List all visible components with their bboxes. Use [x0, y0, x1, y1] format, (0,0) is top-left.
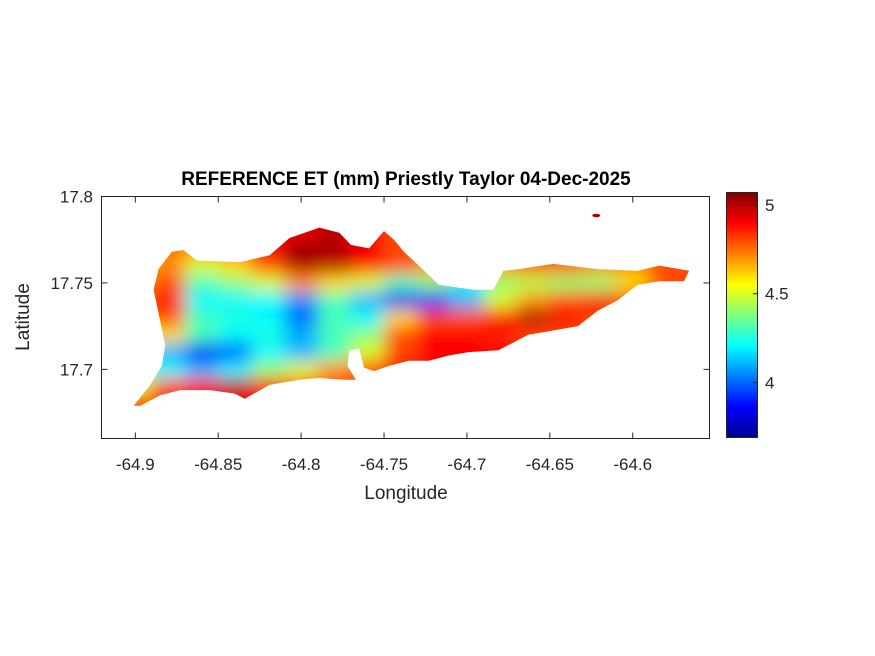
- et-cell: [350, 274, 385, 293]
- et-cell: [317, 257, 352, 275]
- et-cell: [350, 291, 385, 310]
- et-cell: [549, 308, 584, 327]
- x-tick-label: -64.85: [194, 455, 242, 474]
- et-cell: [450, 291, 485, 310]
- et-cell: [218, 378, 252, 396]
- et-cell: [185, 257, 219, 275]
- et-cell: [417, 326, 451, 344]
- x-axis-label: Longitude: [364, 483, 447, 504]
- y-ticks: 17.7 17.75 17.8: [50, 188, 710, 379]
- et-cell: [384, 326, 418, 344]
- et-cell: [284, 343, 319, 362]
- et-cell: [549, 291, 584, 310]
- x-tick-label: -64.6: [613, 455, 652, 474]
- et-cell: [317, 274, 352, 293]
- x-tick-label: -64.8: [282, 455, 321, 474]
- x-tick-label: -64.65: [526, 455, 574, 474]
- et-cell: [284, 257, 319, 275]
- et-cell: [251, 257, 286, 275]
- et-cell: [133, 395, 153, 406]
- et-cell: [417, 308, 451, 327]
- axes-box: [101, 196, 710, 439]
- et-cell: [218, 274, 252, 293]
- et-cell: [516, 274, 551, 293]
- colorbar-gradient: [726, 192, 758, 438]
- x-tick-label: -64.75: [360, 455, 408, 474]
- et-cell: [483, 308, 518, 327]
- et-cell: [151, 291, 186, 310]
- et-cell: [483, 291, 518, 310]
- et-cell: [185, 291, 219, 310]
- et-cell: [317, 326, 352, 344]
- et-cell: [284, 360, 319, 379]
- et-cell: [218, 291, 252, 310]
- et-cell: [450, 308, 485, 327]
- et-cell: [251, 360, 286, 379]
- et-cell: [185, 326, 219, 344]
- et-cell: [317, 343, 352, 362]
- y-tick-label: 17.8: [60, 188, 93, 207]
- et-cell: [516, 308, 551, 327]
- et-cell: [284, 291, 319, 310]
- x-ticks: -64.9 -64.85 -64.8 -64.75 -64.7 -64.65 -64.6: [116, 196, 652, 474]
- et-cell: [317, 239, 352, 258]
- et-cell: [251, 326, 286, 344]
- et-cell: [483, 326, 518, 344]
- y-axis-label: Latitude: [13, 283, 34, 351]
- et-cell: [218, 343, 252, 362]
- et-cell: [417, 291, 451, 310]
- x-tick-label: -64.9: [116, 455, 155, 474]
- et-cell: [185, 274, 219, 293]
- et-cell: [516, 291, 551, 310]
- et-cell: [317, 360, 352, 379]
- et-cell: [185, 360, 219, 379]
- et-cell: [384, 343, 418, 362]
- et-cell: [317, 291, 352, 310]
- colorbar: 44.55: [726, 192, 789, 438]
- colorbar-tick-label: 5: [765, 196, 774, 215]
- et-cell: [251, 274, 286, 293]
- et-cell: [350, 257, 385, 275]
- et-cell: [284, 239, 319, 258]
- et-cell: [350, 308, 385, 327]
- y-tick-label: 17.7: [60, 360, 93, 379]
- et-cell: [582, 291, 617, 310]
- islet-group: [592, 213, 601, 218]
- islet-mark: [592, 213, 601, 218]
- chart-title: REFERENCE ET (mm) Priestly Taylor 04-Dec…: [181, 169, 631, 190]
- plot-area: -64.9 -64.85 -64.8 -64.75 -64.7 -64.65 -64.6 1…: [50, 188, 710, 474]
- colorbar-tick-label: 4.5: [765, 285, 789, 304]
- et-cell: [417, 343, 451, 362]
- et-cell: [284, 326, 319, 344]
- x-tick-label: -64.7: [448, 455, 487, 474]
- colorbar-tick-label: 4: [765, 373, 774, 392]
- et-cell: [317, 308, 352, 327]
- et-cell: [384, 308, 418, 327]
- et-cell: [384, 291, 418, 310]
- et-cell: [582, 274, 617, 293]
- et-cell: [549, 274, 584, 293]
- et-cell: [185, 343, 219, 362]
- et-cell: [185, 308, 219, 327]
- et-cell: [218, 308, 252, 327]
- et-cell: [251, 308, 286, 327]
- et-cell: [251, 291, 286, 310]
- et-cell: [151, 274, 186, 293]
- y-tick-label: 17.75: [50, 274, 93, 293]
- et-cell: [218, 326, 252, 344]
- et-cell: [284, 274, 319, 293]
- et-cell: [384, 274, 418, 293]
- et-cell: [251, 343, 286, 362]
- et-cell: [450, 326, 485, 344]
- et-cell: [284, 308, 319, 327]
- colorbar-ticks: 44.55: [753, 196, 789, 392]
- et-cell: [218, 360, 252, 379]
- et-cell: [384, 257, 418, 275]
- et-cell: [350, 326, 385, 344]
